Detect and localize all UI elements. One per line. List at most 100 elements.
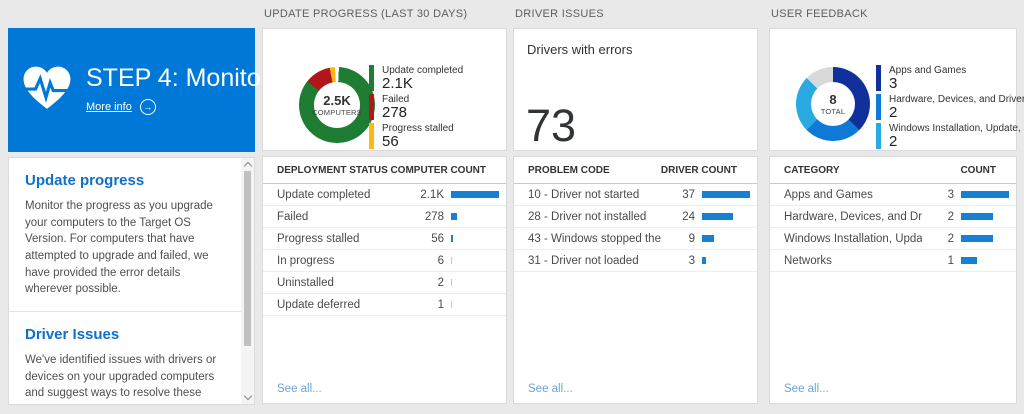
user-feedback-column: USER FEEDBACK 8 TOTAL Apps and Games 3 Har… [769, 0, 1024, 414]
legend-swatch-icon [876, 123, 881, 149]
table-row[interactable]: Windows Installation, Update,... 2 [770, 228, 1016, 250]
row-bar [961, 213, 1011, 220]
row-bar [961, 235, 1011, 242]
row-bar [702, 213, 752, 220]
legend-value: 56 [382, 133, 399, 150]
column-header: USER FEEDBACK [771, 8, 868, 20]
info-section-driver-issues: Driver Issues We've identified issues wi… [9, 311, 254, 404]
donut-total-label: TOTAL [820, 106, 846, 116]
table-row[interactable]: Uninstalled 2 [263, 272, 506, 294]
heartbeat-icon [22, 65, 72, 116]
row-bar [451, 213, 501, 220]
legend-label: Progress stalled [382, 123, 454, 134]
legend-item: Hardware, Devices, and Drivers 2 [876, 94, 1024, 120]
table-row[interactable]: Networks 1 [770, 250, 1016, 272]
step-descriptions-panel: Update progress Monitor the progress as … [8, 157, 255, 405]
bar [702, 191, 750, 198]
bar [702, 235, 714, 242]
legend-label: Failed [382, 94, 410, 105]
legend-item: Windows Installation, Update, and...2 [876, 123, 1024, 149]
legend-item: Progress stalled 56 [369, 123, 463, 149]
legend-value: 2 [889, 133, 898, 150]
bar [702, 257, 706, 264]
donut-total-value: 8 [829, 91, 837, 107]
table-row[interactable]: Update completed 2.1K [263, 184, 506, 206]
legend-label: Apps and Games [889, 65, 967, 76]
arrow-right-circle-icon[interactable]: → [139, 99, 156, 115]
more-info-link[interactable]: More info [86, 101, 132, 113]
row-label: 10 - Driver not started [528, 188, 640, 201]
scrollbar-thumb[interactable] [244, 171, 251, 346]
legend-swatch-icon [876, 94, 881, 120]
row-label: 28 - Driver not installed [528, 210, 647, 223]
problem-code-table-card: PROBLEM CODE DRIVER COUNT 10 - Driver no… [513, 156, 758, 404]
monitor-step-column: STEP 4: Monitor More info → Update progr… [8, 0, 269, 414]
see-all-link[interactable]: See all... [277, 383, 322, 395]
table-row[interactable]: Apps and Games 3 [770, 184, 1016, 206]
table-row[interactable]: 10 - Driver not started 37 [514, 184, 757, 206]
bar [451, 257, 452, 264]
category-table: Apps and Games 3 Hardware, Devices, and Dr… [770, 184, 1016, 272]
drivers-with-errors-card: Drivers with errors 73 [513, 28, 758, 151]
stat-label: Drivers with errors [527, 42, 633, 57]
update-progress-donut-chart: 2.5K COMPUTERS [299, 67, 375, 143]
row-label: 31 - Driver not loaded [528, 254, 639, 267]
column-label: COMPUTER COUNT [390, 164, 486, 176]
column-label: PROBLEM CODE [528, 164, 610, 176]
scroll-down-icon[interactable] [243, 391, 253, 401]
column-label: DRIVER COUNT [660, 164, 737, 176]
table-row[interactable]: In progress 6 [263, 250, 506, 272]
deployment-status-table: Update completed 2.1K Failed 278 Progress st… [263, 184, 506, 316]
row-count: 6 [437, 254, 444, 267]
scroll-up-icon[interactable] [243, 161, 253, 171]
tile-title: STEP 4: Monitor [86, 64, 269, 92]
row-count: 2 [437, 276, 444, 289]
legend-text: Windows Installation, Update, and...2 [889, 123, 1024, 149]
row-bar [702, 257, 752, 264]
column-label: DEPLOYMENT STATUS [277, 164, 388, 176]
section-body: Monitor the progress as you upgrade your… [25, 200, 213, 296]
row-label: Update completed [277, 188, 371, 201]
row-count: 1 [947, 254, 954, 267]
step4-monitor-tile[interactable]: STEP 4: Monitor More info → [8, 28, 269, 152]
legend-text: Apps and Games 3 [889, 65, 966, 91]
row-label: Uninstalled [277, 276, 334, 289]
legend-item: Apps and Games 3 [876, 65, 1024, 91]
table-header-row: PROBLEM CODE DRIVER COUNT [514, 157, 757, 184]
info-section-update-progress: Update progress Monitor the progress as … [9, 158, 254, 311]
table-row[interactable]: 28 - Driver not installed 24 [514, 206, 757, 228]
table-row[interactable]: Failed 278 [263, 206, 506, 228]
legend-text: Hardware, Devices, and Drivers 2 [889, 94, 1024, 120]
column-header: DRIVER ISSUES [515, 8, 604, 20]
see-all-link[interactable]: See all... [784, 383, 829, 395]
table-row[interactable]: 31 - Driver not loaded 3 [514, 250, 757, 272]
panel-scrollbar[interactable] [241, 158, 254, 404]
legend-swatch-icon [876, 65, 881, 91]
row-bar [702, 191, 752, 198]
column-label: CATEGORY [784, 164, 840, 176]
table-row[interactable]: 43 - Windows stopped the devi... 9 [514, 228, 757, 250]
row-label: Networks [784, 254, 832, 267]
bar [451, 213, 457, 220]
update-progress-legend: Update completed 2.1K Failed 278 Progress st… [369, 65, 463, 152]
legend-swatch-icon [369, 65, 374, 91]
row-label: 43 - Windows stopped the devi... [528, 232, 663, 245]
legend-swatch-icon [369, 123, 374, 149]
section-heading: Update progress [25, 172, 145, 189]
table-row[interactable]: Update deferred 1 [263, 294, 506, 316]
stat-value: 73 [526, 100, 577, 151]
table-row[interactable]: Hardware, Devices, and Drivers 2 [770, 206, 1016, 228]
table-row[interactable]: Progress stalled 56 [263, 228, 506, 250]
bar [451, 235, 453, 242]
legend-label: Update completed [382, 65, 464, 76]
row-count: 37 [682, 188, 695, 201]
row-bar [451, 301, 501, 308]
update-progress-column: UPDATE PROGRESS (LAST 30 DAYS) 2.5K COMP… [262, 0, 507, 414]
row-label: Progress stalled [277, 232, 360, 245]
see-all-link[interactable]: See all... [528, 383, 573, 395]
user-feedback-chart-card: 8 TOTAL Apps and Games 3 Hardware, Devices… [769, 28, 1024, 151]
row-count: 1 [437, 298, 444, 311]
row-label: Update deferred [277, 298, 361, 311]
row-label: Failed [277, 210, 309, 223]
donut-total-label: COMPUTERS [312, 107, 362, 117]
